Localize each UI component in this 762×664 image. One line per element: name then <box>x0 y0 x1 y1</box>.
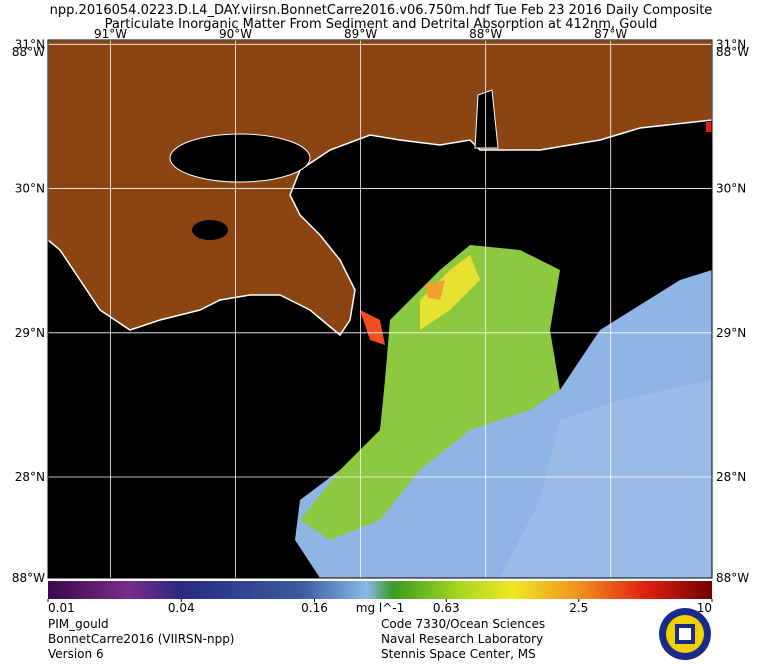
footer-right-line: Naval Research Laboratory <box>381 632 543 646</box>
colorbar <box>48 581 712 599</box>
lat-label: 28°N <box>15 470 45 484</box>
lat-label: 29°N <box>716 326 746 340</box>
colorbar-tick-label: 0.16 <box>301 601 328 615</box>
sediment-plume <box>300 245 560 540</box>
map-frame <box>47 39 713 579</box>
corner-label: 88°W <box>716 45 749 59</box>
corner-label: 88°W <box>12 45 45 59</box>
colorbar-tick-label: 10 <box>697 601 712 615</box>
header-line1: npp.2016054.0223.D.L4_DAY.viirsn.BonnetC… <box>50 3 713 18</box>
lat-label: 30°N <box>716 182 746 196</box>
lon-label: 87°W <box>594 27 627 41</box>
lat-label: 29°N <box>15 326 45 340</box>
bay <box>474 89 499 149</box>
footer-left: PIM_gould BonnetCarre2016 (VIIRSN-npp) V… <box>48 617 235 661</box>
lon-label: 89°W <box>344 27 377 41</box>
lon-label: 90°W <box>219 27 252 41</box>
map-image <box>48 40 712 578</box>
footer-right: Code 7330/Ocean Sciences Naval Research … <box>381 617 545 661</box>
sediment-plume-high <box>420 255 480 330</box>
lat-label: 31°N <box>716 37 746 51</box>
clear-water <box>500 380 712 578</box>
lat-label: 28°N <box>716 470 746 484</box>
footer-left-line: PIM_gould <box>48 617 109 631</box>
sediment-plume-peak <box>425 280 445 300</box>
lake <box>169 133 311 183</box>
footer-left-line: BonnetCarre2016 (VIIRSN-npp) <box>48 632 235 646</box>
nrl-logo <box>659 608 711 660</box>
colorbar-tick-label: 0.04 <box>168 601 195 615</box>
corner-label: 88°W <box>12 571 45 585</box>
land <box>48 40 712 337</box>
coastal-pixels <box>706 122 712 132</box>
sediment-plume-peak <box>360 310 385 345</box>
graticule: 91°W 90°W 89°W 88°W 87°W 31°N 31°N 30°N 30°N 29°N… <box>12 27 749 585</box>
corner-label: 88°W <box>716 571 749 585</box>
lat-label: 30°N <box>15 182 45 196</box>
header-line2: Particulate Inorganic Matter From Sedime… <box>105 17 658 32</box>
footer-right-line: Stennis Space Center, MS <box>381 647 536 661</box>
lake <box>192 220 228 240</box>
colorbar-unit: mg l^-1 <box>356 601 404 615</box>
colorbar-tick-label: 0.01 <box>48 601 75 615</box>
colorbar-labels: 0.01 0.04 0.16 0.63 2.5 10 mg l^-1 <box>47 599 713 615</box>
lon-label: 91°W <box>94 27 127 41</box>
colorbar-tick-label: 2.5 <box>569 601 588 615</box>
colorbar-tick-label: 0.63 <box>433 601 460 615</box>
footer-left-line: Version 6 <box>48 647 104 661</box>
footer-right-line: Code 7330/Ocean Sciences <box>381 617 545 631</box>
lat-label: 31°N <box>15 37 45 51</box>
lon-label: 88°W <box>469 27 502 41</box>
